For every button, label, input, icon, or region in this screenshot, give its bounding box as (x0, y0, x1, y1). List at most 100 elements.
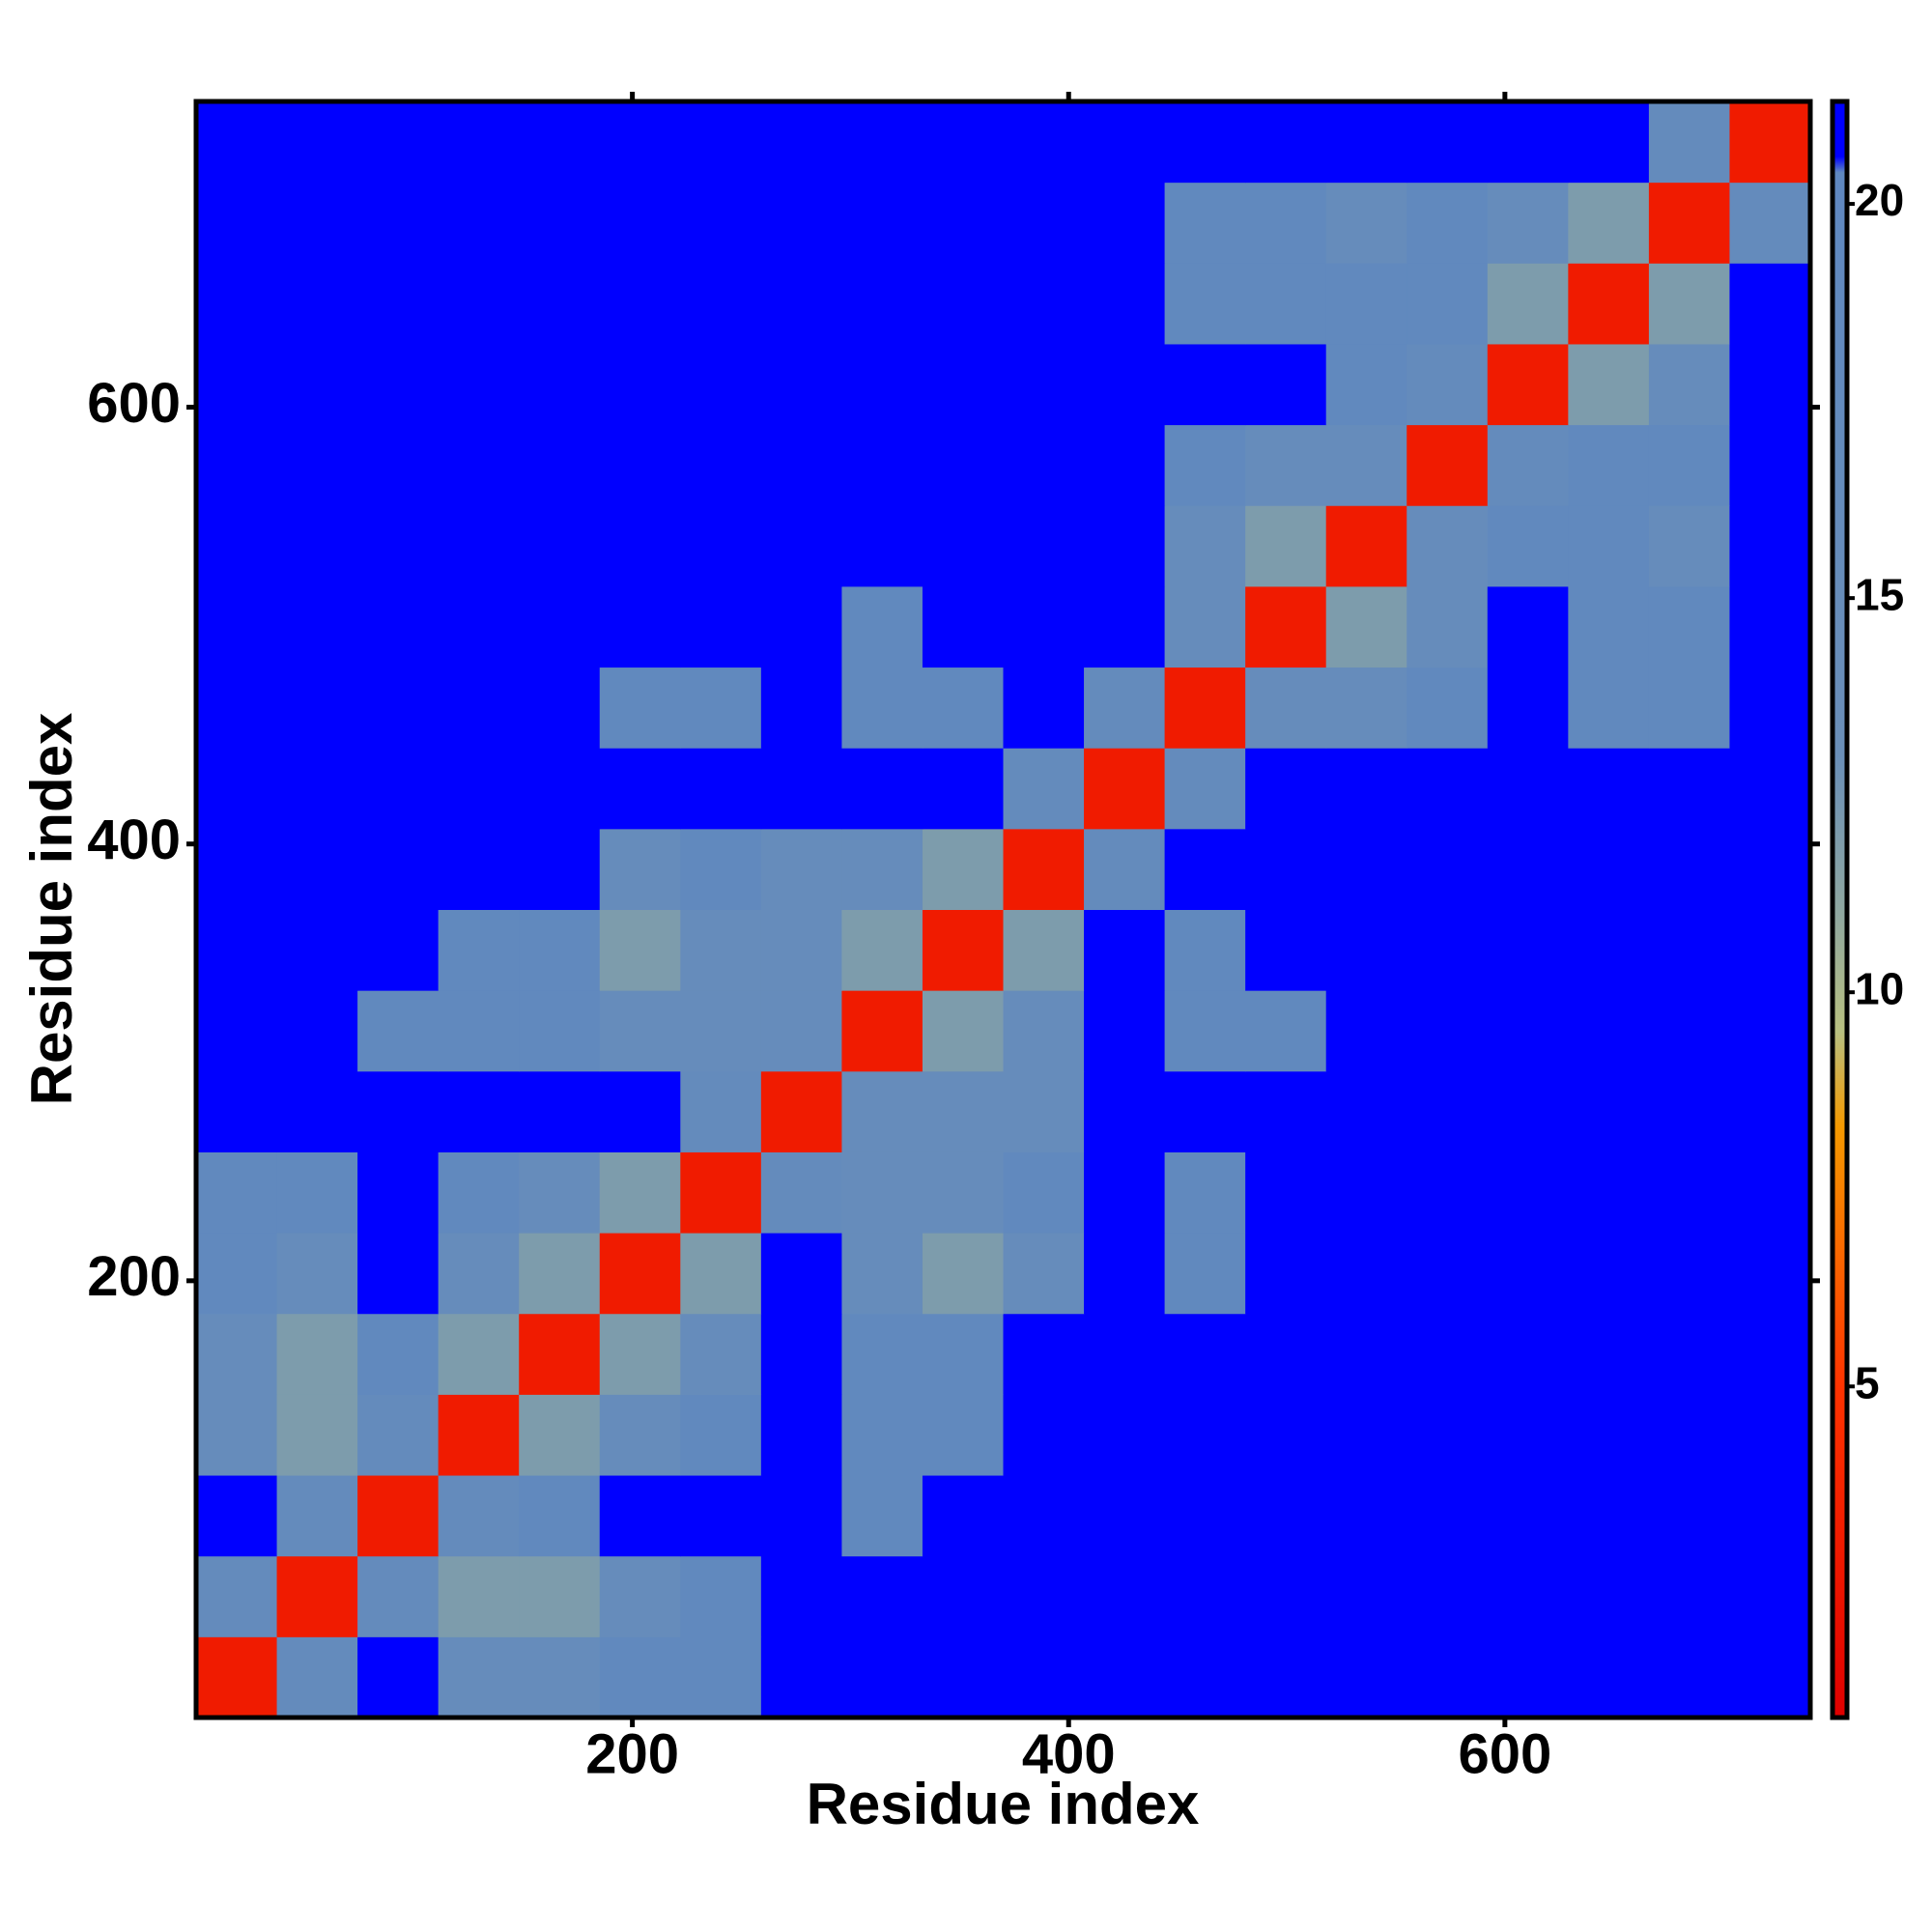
heatmap-cell (1325, 1475, 1407, 1557)
heatmap-cell (276, 1475, 358, 1557)
heatmap-cell (1568, 343, 1650, 426)
heatmap-cell (196, 101, 278, 184)
heatmap-cell (680, 828, 762, 910)
heatmap-cell (1245, 585, 1327, 668)
heatmap-cell (357, 748, 440, 830)
heatmap-cell (1648, 585, 1730, 668)
heatmap-cell (1729, 182, 1811, 264)
heatmap-cell (760, 585, 842, 668)
heatmap-cell (922, 1394, 1004, 1476)
heatmap-cell (519, 667, 601, 749)
heatmap-cell (1568, 1394, 1650, 1476)
heatmap-cell (841, 1233, 923, 1315)
heatmap-cell (1003, 990, 1085, 1072)
heatmap-cell (760, 1394, 842, 1476)
heatmap-cell (1406, 424, 1489, 506)
heatmap-cell (1406, 1151, 1489, 1234)
heatmap-cell (680, 424, 762, 506)
heatmap-cell (196, 1313, 278, 1395)
heatmap-cell (760, 263, 842, 345)
heatmap-cell (1325, 990, 1407, 1072)
heatmap-cell (680, 1313, 762, 1395)
heatmap-cell (1164, 1394, 1246, 1476)
heatmap-cell (1729, 101, 1811, 184)
heatmap-cell (276, 1070, 358, 1152)
heatmap-cell (1648, 1636, 1730, 1719)
heatmap-cell (519, 263, 601, 345)
heatmap-cell (357, 828, 440, 910)
heatmap-cell (276, 1151, 358, 1234)
heatmap-cell (519, 990, 601, 1072)
heatmap-cell (357, 263, 440, 345)
heatmap-cell (1406, 1394, 1489, 1476)
heatmap-cell (760, 748, 842, 830)
heatmap-cell (1729, 1070, 1811, 1152)
heatmap-cell (922, 101, 1004, 184)
heatmap-cell (1729, 667, 1811, 749)
heatmap-cell (1648, 1151, 1730, 1234)
heatmap-cell (1164, 1070, 1246, 1152)
heatmap-cell (1729, 1636, 1811, 1719)
y-tick-label: 400 (87, 809, 181, 871)
heatmap-cell (276, 1636, 358, 1719)
heatmap-cell (1406, 263, 1489, 345)
heatmap-cell (357, 1475, 440, 1557)
heatmap-cell (438, 263, 520, 345)
heatmap-cell (196, 1475, 278, 1557)
heatmap-cell (1164, 1636, 1246, 1719)
heatmap-cell (1406, 585, 1489, 668)
heatmap-cell (1325, 748, 1407, 830)
heatmap-cell (1003, 505, 1085, 587)
heatmap-cell (196, 343, 278, 426)
heatmap-cell (1568, 1313, 1650, 1395)
heatmap-cell (1406, 1070, 1489, 1152)
heatmap-cell (1406, 828, 1489, 910)
heatmap-cell (599, 424, 681, 506)
heatmap-cell (922, 343, 1004, 426)
heatmap-cell (357, 990, 440, 1072)
heatmap-cell (1325, 828, 1407, 910)
heatmap-cell (922, 585, 1004, 668)
colorbar (1830, 99, 1850, 1720)
heatmap-cell (1568, 101, 1650, 184)
heatmap-cell (1568, 1636, 1650, 1719)
heatmap-cell (357, 1233, 440, 1315)
heatmap-cell (1648, 505, 1730, 587)
heatmap-cell (1729, 505, 1811, 587)
heatmap-cell (1245, 1394, 1327, 1476)
heatmap-cell (680, 1394, 762, 1476)
heatmap-cell (1487, 343, 1569, 426)
heatmap-cell (1084, 101, 1166, 184)
heatmap-cell (519, 182, 601, 264)
heatmap-cell (1164, 1555, 1246, 1637)
heatmap-cell (760, 1475, 842, 1557)
heatmap-cell (922, 1233, 1004, 1315)
heatmap-cell (1003, 1394, 1085, 1476)
heatmap-cell (519, 1233, 601, 1315)
heatmap-cell (1729, 263, 1811, 345)
heatmap-cell (1164, 748, 1246, 830)
heatmap-cell (276, 990, 358, 1072)
heatmap-cell (196, 667, 278, 749)
heatmap-cell (599, 505, 681, 587)
heatmap-cell (599, 1151, 681, 1234)
heatmap-cell (1003, 182, 1085, 264)
heatmap-cell (276, 1555, 358, 1637)
heatmap-cell (1487, 101, 1569, 184)
heatmap-cell (680, 182, 762, 264)
heatmap-cell (276, 909, 358, 991)
heatmap-cell (599, 182, 681, 264)
heatmap-cell (1164, 990, 1246, 1072)
heatmap-cell (841, 1313, 923, 1395)
heatmap-cell (1245, 263, 1327, 345)
heatmap-cell (1406, 667, 1489, 749)
heatmap-cell (1729, 748, 1811, 830)
heatmap-cell (1164, 343, 1246, 426)
heatmap-cell (1245, 990, 1327, 1072)
heatmap-cell (1003, 1151, 1085, 1234)
heatmap-cell (196, 424, 278, 506)
heatmap-cell (1003, 1475, 1085, 1557)
heatmap-cell (276, 424, 358, 506)
heatmap-cell (1406, 182, 1489, 264)
heatmap-cell (1164, 505, 1246, 587)
